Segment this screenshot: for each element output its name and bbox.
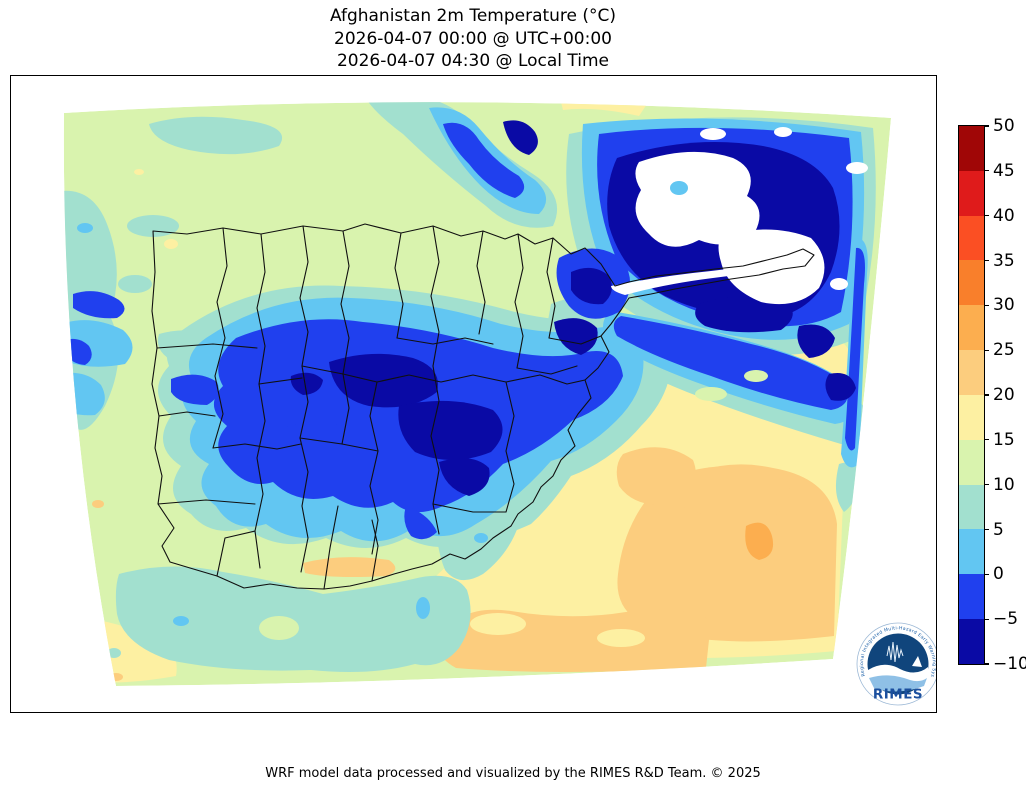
temp-detail-patches	[259, 370, 768, 647]
colorbar-tick-mark	[985, 663, 989, 665]
colorbar	[958, 125, 985, 665]
colorbar-tick-labels: 50 45 40 35 30 25 20 15 10 5 0 −5 −10	[993, 116, 1026, 674]
colorbar-segment	[959, 574, 984, 620]
colorbar-segment	[959, 529, 984, 575]
colorbar-tick-label: 40	[993, 205, 1015, 226]
footer-credit: WRF model data processed and visualized …	[265, 766, 761, 781]
colorbar-tick-mark	[985, 484, 989, 486]
colorbar-tick-label: 15	[993, 429, 1015, 450]
colorbar-tick-mark	[985, 304, 989, 306]
colorbar-segment	[959, 394, 984, 440]
mountain-icon	[912, 656, 922, 667]
temp-spot-25-30	[745, 522, 774, 560]
temp-pocket-in-snow	[670, 181, 688, 195]
colorbar-tick-mark	[985, 349, 989, 351]
province-boundaries	[151, 223, 815, 590]
map-axes: Regional Integrated Multi-Hazard Early W…	[10, 75, 937, 713]
colorbar-segment	[959, 619, 984, 664]
rimes-logo: Regional Integrated Multi-Hazard Early W…	[856, 622, 936, 706]
colorbar-tick-label: 35	[993, 250, 1015, 271]
colorbar-tick-mark	[985, 439, 989, 441]
temperature-map: Regional Integrated Multi-Hazard Early W…	[63, 102, 936, 706]
colorbar-tick-mark	[985, 259, 989, 262]
colorbar-tick-label: 50	[993, 116, 1015, 136]
colorbar-tick-label: −5	[993, 609, 1019, 630]
colorbar-segment	[959, 260, 984, 306]
colorbar-tick-mark	[985, 215, 989, 217]
colorbar-tick-label: 5	[993, 519, 1004, 540]
colorbar-tick-mark	[985, 394, 989, 396]
colorbar-tick-mark	[985, 528, 989, 531]
colorbar-segment	[959, 305, 984, 351]
colorbar-segment	[959, 439, 984, 485]
colorbar-tick-label: 0	[993, 564, 1004, 585]
colorbar-tick-label: 20	[993, 385, 1015, 405]
title-line-3: 2026-04-07 04:30 @ Local Time	[336, 51, 610, 71]
colorbar-tick-mark	[985, 618, 989, 620]
temp-layer-below-minus10	[611, 127, 868, 305]
colorbar-tick-label: −10	[993, 654, 1026, 674]
colorbar-segment	[959, 170, 984, 216]
colorbar-tick-label: 30	[993, 295, 1015, 316]
figure-title: Afghanistan 2m Temperature (°C) 2026-04-…	[10, 5, 936, 73]
colorbar-segment	[959, 126, 984, 171]
colorbar-segment	[959, 484, 984, 530]
colorbar-tick-mark	[985, 125, 989, 127]
title-line-1: Afghanistan 2m Temperature (°C)	[329, 6, 617, 26]
colorbar-segment	[959, 215, 984, 261]
wave2-icon	[869, 675, 927, 692]
temp-layer-20-25	[92, 447, 837, 681]
seismogram-icon	[886, 641, 904, 663]
colorbar-tick-label: 10	[993, 474, 1015, 495]
colorbar-tick-label: 25	[993, 340, 1015, 361]
title-line-2: 2026-04-07 00:00 @ UTC+00:00	[334, 28, 612, 49]
colorbar-tick-mark	[985, 170, 989, 172]
colorbar-tick-mark	[985, 573, 989, 575]
colorbar-segment	[959, 350, 984, 395]
colorbar-ticks	[985, 125, 990, 665]
logo-wordmark: RIMES	[873, 687, 923, 703]
colorbar-tick-label: 45	[993, 160, 1015, 181]
